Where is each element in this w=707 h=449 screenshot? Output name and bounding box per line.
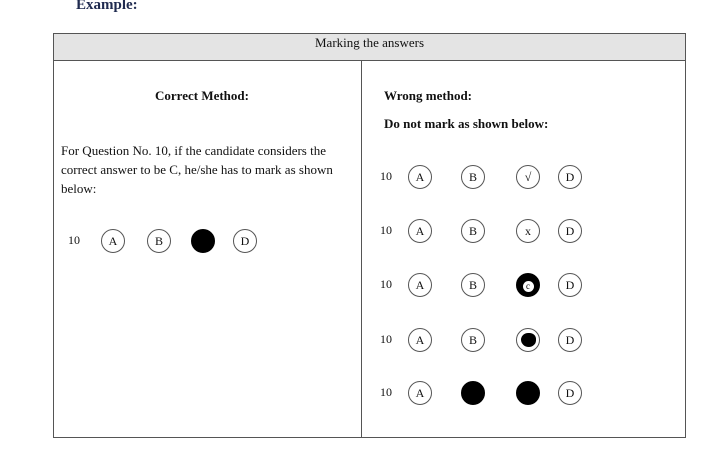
- answer-bubble: [516, 328, 540, 352]
- answer-bubble: [461, 381, 485, 405]
- wrong-method-title: Wrong method:: [384, 88, 472, 103]
- example-heading: Example:: [76, 0, 138, 13]
- answer-bubble: D: [558, 165, 582, 189]
- answer-bubble: A: [408, 381, 432, 405]
- wrong-row-number: 10: [380, 223, 392, 237]
- table-title: Marking the answers: [53, 33, 686, 61]
- answer-bubble: D: [558, 328, 582, 352]
- answer-bubble: A: [408, 219, 432, 243]
- answer-bubble: B: [461, 165, 485, 189]
- answer-bubble: A: [101, 229, 125, 253]
- answer-bubble: D: [233, 229, 257, 253]
- answer-bubble: x: [516, 219, 540, 243]
- answer-bubble: A: [408, 328, 432, 352]
- answer-bubble: A: [408, 273, 432, 297]
- answer-bubble: D: [558, 273, 582, 297]
- correct-row-number: 10: [68, 233, 80, 247]
- correct-method-title: Correct Method:: [155, 88, 249, 103]
- answer-bubble: B: [461, 328, 485, 352]
- answer-bubble: [516, 381, 540, 405]
- answer-bubble: B: [461, 219, 485, 243]
- answer-bubble: B: [147, 229, 171, 253]
- answer-bubble: B: [461, 273, 485, 297]
- answer-bubble: D: [558, 219, 582, 243]
- answer-bubble: √: [516, 165, 540, 189]
- wrong-row-number: 10: [380, 169, 392, 183]
- answer-bubble: D: [558, 381, 582, 405]
- wrong-row-number: 10: [380, 332, 392, 346]
- answer-bubble: A: [408, 165, 432, 189]
- wrong-method-subtitle: Do not mark as shown below:: [384, 116, 549, 131]
- correct-method-text: For Question No. 10, if the candidate co…: [61, 143, 333, 196]
- column-divider: [361, 60, 362, 438]
- answer-bubble: c: [516, 273, 540, 297]
- wrong-row-number: 10: [380, 385, 392, 399]
- answer-bubble: [191, 229, 215, 253]
- wrong-row-number: 10: [380, 277, 392, 291]
